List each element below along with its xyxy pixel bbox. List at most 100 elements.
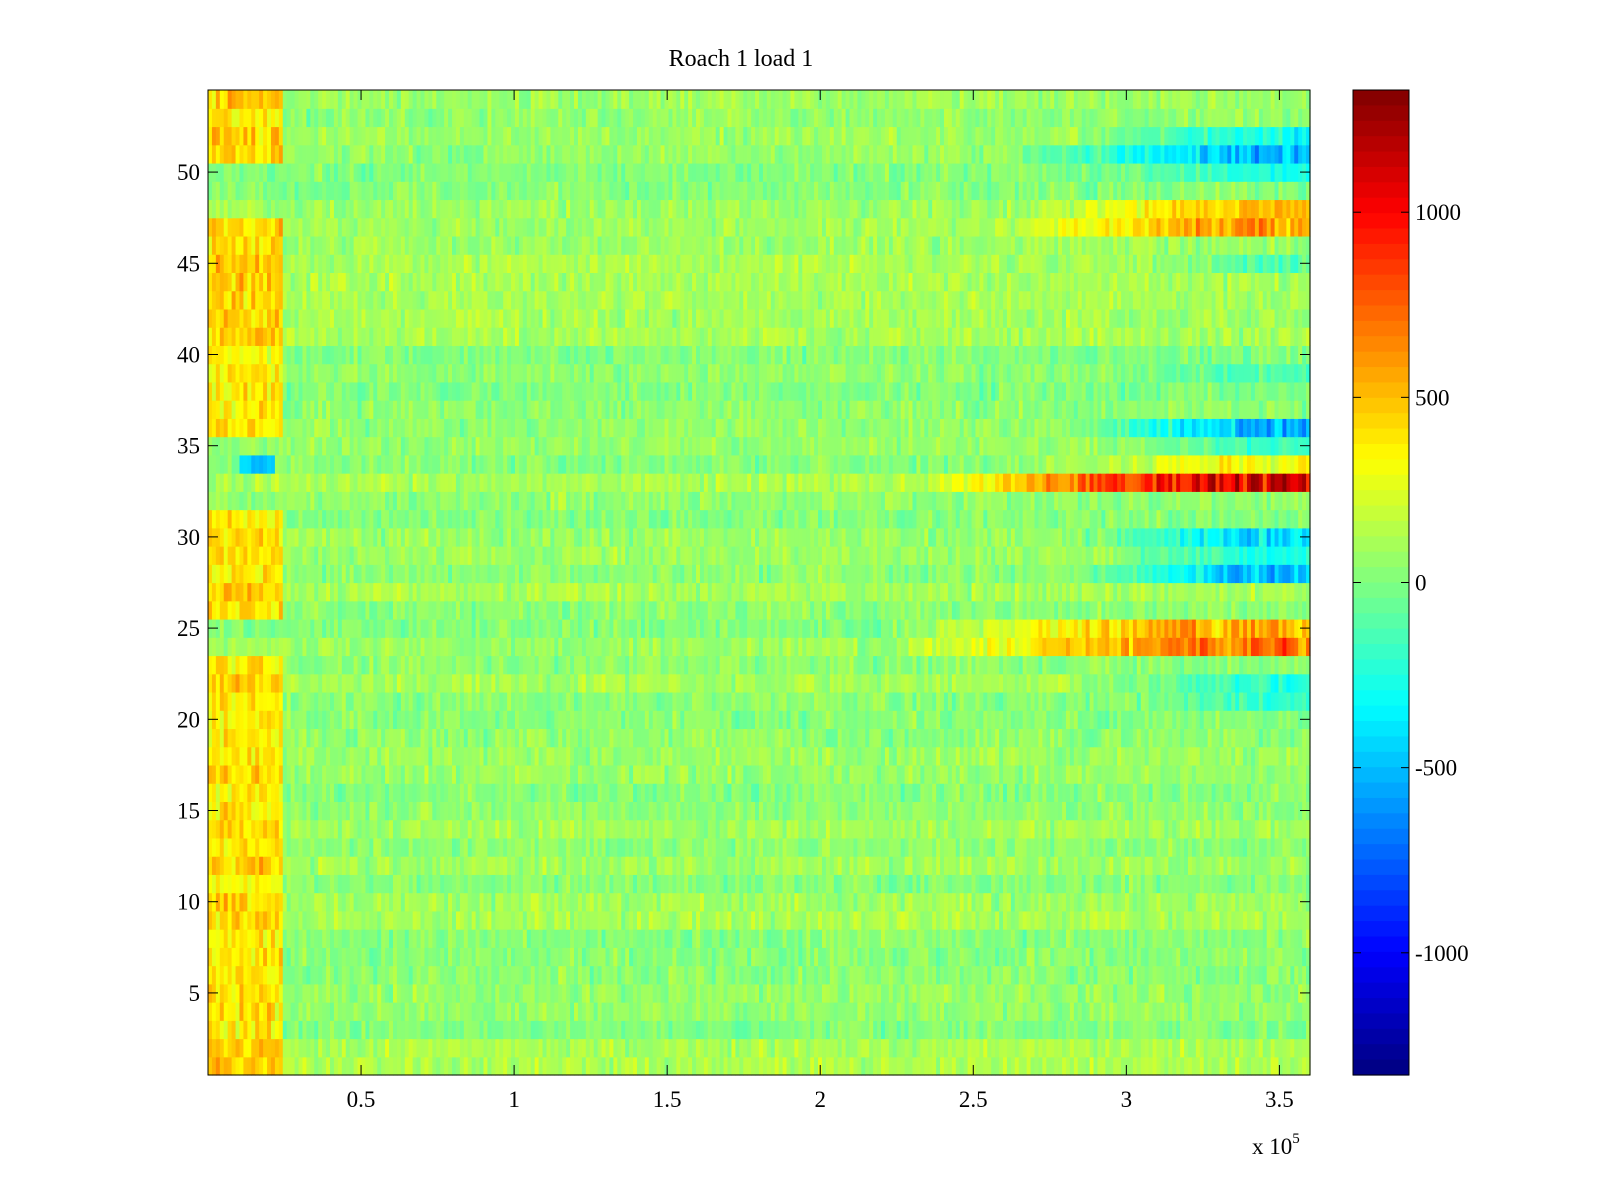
heatmap-cell bbox=[1294, 1038, 1299, 1058]
heatmap-cell bbox=[518, 910, 524, 930]
heatmap-cell bbox=[1042, 801, 1047, 821]
heatmap-cell bbox=[1223, 783, 1228, 802]
heatmap-cell bbox=[570, 1002, 575, 1021]
heatmap-cell bbox=[877, 1038, 882, 1058]
heatmap-cell bbox=[1266, 1038, 1272, 1058]
heatmap-cell bbox=[770, 983, 776, 1003]
heatmap-cell bbox=[333, 801, 339, 821]
heatmap-cell bbox=[286, 764, 292, 784]
heatmap-cell bbox=[743, 783, 748, 802]
heatmap-cell bbox=[247, 929, 252, 948]
heatmap-cell bbox=[1258, 819, 1264, 839]
heatmap-cell bbox=[239, 929, 245, 948]
heatmap-cell bbox=[1219, 929, 1225, 948]
heatmap-cell bbox=[766, 746, 772, 766]
heatmap-cell bbox=[1156, 783, 1162, 802]
heatmap-cell bbox=[412, 819, 418, 839]
heatmap-cell bbox=[208, 746, 213, 766]
heatmap-cell bbox=[1290, 1038, 1295, 1058]
heatmap-cell bbox=[774, 965, 780, 985]
heatmap-cell bbox=[1038, 801, 1043, 821]
heatmap-cell bbox=[731, 983, 736, 1003]
heatmap-cell bbox=[345, 1002, 351, 1021]
heatmap-cell bbox=[711, 965, 717, 985]
heatmap-cell bbox=[1160, 947, 1165, 967]
heatmap-cell bbox=[381, 947, 386, 967]
heatmap-cell bbox=[991, 1038, 996, 1058]
heatmap-cell bbox=[770, 856, 776, 875]
heatmap-cell bbox=[979, 983, 984, 1003]
heatmap-cell bbox=[928, 892, 933, 912]
heatmap-cell bbox=[636, 801, 642, 821]
heatmap-cell bbox=[227, 874, 233, 894]
heatmap-cell bbox=[208, 764, 213, 784]
heatmap-cell bbox=[841, 874, 847, 894]
heatmap-cell bbox=[613, 1020, 618, 1040]
heatmap-cell bbox=[790, 764, 796, 784]
heatmap-cell bbox=[1022, 983, 1028, 1003]
heatmap-cell bbox=[389, 929, 394, 948]
heatmap-cell bbox=[873, 1038, 878, 1058]
heatmap-cell bbox=[499, 856, 504, 875]
heatmap-cell bbox=[814, 1020, 819, 1040]
heatmap-cell bbox=[1018, 947, 1024, 967]
heatmap-cell bbox=[1046, 801, 1051, 821]
heatmap-cell bbox=[609, 1056, 614, 1076]
heatmap-cell bbox=[294, 819, 300, 839]
heatmap-cell bbox=[833, 892, 839, 912]
heatmap-cell bbox=[613, 892, 618, 912]
heatmap-cell bbox=[381, 965, 386, 985]
heatmap-cell bbox=[1298, 874, 1303, 894]
heatmap-cell bbox=[723, 1002, 729, 1021]
heatmap-cell bbox=[766, 965, 772, 985]
heatmap-cell bbox=[290, 892, 296, 912]
heatmap-cell bbox=[853, 892, 858, 912]
heatmap-cell bbox=[971, 947, 977, 967]
heatmap-cell bbox=[959, 1056, 965, 1076]
heatmap-cell bbox=[1227, 1002, 1232, 1021]
heatmap-cell bbox=[947, 983, 953, 1003]
heatmap-cell bbox=[818, 801, 823, 821]
heatmap-cell bbox=[1243, 892, 1248, 912]
heatmap-cell bbox=[511, 856, 516, 875]
heatmap-cell bbox=[479, 910, 485, 930]
heatmap-cell bbox=[389, 874, 394, 894]
heatmap-cell bbox=[219, 874, 225, 894]
heatmap-cell bbox=[444, 1056, 449, 1076]
heatmap-cell bbox=[581, 983, 587, 1003]
heatmap-cell bbox=[904, 910, 910, 930]
heatmap-cell bbox=[1298, 783, 1303, 802]
heatmap-cell bbox=[1215, 874, 1221, 894]
heatmap-cell bbox=[928, 783, 933, 802]
heatmap-cell bbox=[672, 764, 677, 784]
heatmap-cell bbox=[404, 837, 410, 857]
heatmap-cell bbox=[1148, 1056, 1154, 1076]
chart-title: Roach 1 load 1 bbox=[669, 46, 814, 72]
heatmap-cell bbox=[341, 965, 347, 985]
heatmap-cell bbox=[408, 910, 414, 930]
heatmap-cell bbox=[1243, 965, 1248, 985]
heatmap-cell bbox=[955, 783, 961, 802]
heatmap-cell bbox=[1235, 819, 1240, 839]
heatmap-cell bbox=[664, 801, 670, 821]
heatmap-cell bbox=[1093, 783, 1099, 802]
heatmap-cell bbox=[530, 874, 536, 894]
heatmap-cell bbox=[613, 947, 618, 967]
heatmap-cell bbox=[1211, 947, 1217, 967]
heatmap-cell bbox=[542, 783, 548, 802]
heatmap-cell bbox=[818, 746, 823, 766]
heatmap-cell bbox=[786, 746, 792, 766]
heatmap-cell bbox=[1243, 1002, 1248, 1021]
heatmap-cell bbox=[881, 837, 886, 857]
heatmap-cell bbox=[865, 874, 870, 894]
heatmap-cell bbox=[1006, 856, 1012, 875]
heatmap-cell bbox=[1136, 910, 1142, 930]
heatmap-cell bbox=[1042, 837, 1047, 857]
heatmap-cell bbox=[672, 1038, 677, 1058]
heatmap-cell bbox=[617, 983, 622, 1003]
heatmap-cell bbox=[947, 837, 953, 857]
heatmap-cell bbox=[1109, 856, 1114, 875]
heatmap-cell bbox=[896, 801, 902, 821]
heatmap-cell bbox=[892, 1002, 898, 1021]
heatmap-cell bbox=[577, 983, 583, 1003]
